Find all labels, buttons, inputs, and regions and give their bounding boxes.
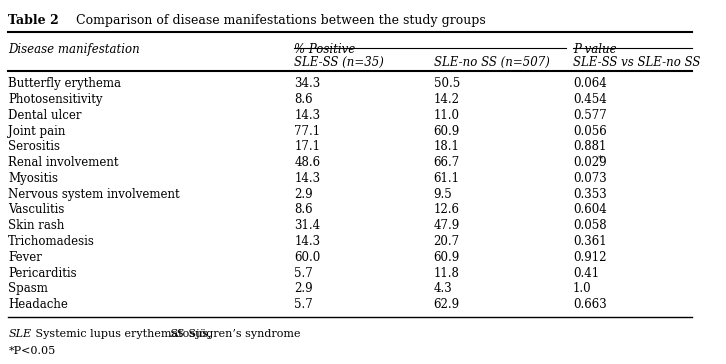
Text: Systemic lupus erythematosus,: Systemic lupus erythematosus, — [32, 329, 215, 339]
Text: 14.3: 14.3 — [294, 172, 320, 185]
Text: *: * — [597, 155, 603, 164]
Text: 60.9: 60.9 — [433, 251, 460, 264]
Text: Fever: Fever — [9, 251, 42, 264]
Text: Joint pain: Joint pain — [9, 124, 66, 138]
Text: 61.1: 61.1 — [433, 172, 460, 185]
Text: Myositis: Myositis — [9, 172, 58, 185]
Text: 20.7: 20.7 — [433, 235, 460, 248]
Text: 2.9: 2.9 — [294, 282, 313, 295]
Text: 0.361: 0.361 — [573, 235, 607, 248]
Text: 14.3: 14.3 — [294, 235, 320, 248]
Text: 0.912: 0.912 — [573, 251, 606, 264]
Text: 0.353: 0.353 — [573, 188, 607, 201]
Text: 1.0: 1.0 — [573, 282, 592, 295]
Text: 4.3: 4.3 — [433, 282, 452, 295]
Text: 5.7: 5.7 — [294, 298, 313, 311]
Text: Photosensitivity: Photosensitivity — [9, 93, 103, 106]
Text: 2.9: 2.9 — [294, 188, 313, 201]
Text: 60.0: 60.0 — [294, 251, 320, 264]
Text: SLE: SLE — [9, 329, 31, 339]
Text: 18.1: 18.1 — [433, 141, 460, 153]
Text: 0.064: 0.064 — [573, 77, 607, 90]
Text: % Positive: % Positive — [294, 43, 356, 56]
Text: 50.5: 50.5 — [433, 77, 460, 90]
Text: Pericarditis: Pericarditis — [9, 266, 77, 280]
Text: SLE-SS (n=35): SLE-SS (n=35) — [294, 56, 384, 69]
Text: 0.881: 0.881 — [573, 141, 606, 153]
Text: 0.604: 0.604 — [573, 203, 607, 217]
Text: SS: SS — [170, 329, 185, 339]
Text: Disease manifestation: Disease manifestation — [9, 43, 140, 56]
Text: SLE-SS vs SLE-no SS: SLE-SS vs SLE-no SS — [573, 56, 701, 69]
Text: Skin rash: Skin rash — [9, 219, 65, 232]
Text: P value: P value — [573, 43, 616, 56]
Text: Renal involvement: Renal involvement — [9, 156, 119, 169]
Text: 0.056: 0.056 — [573, 124, 607, 138]
Text: 34.3: 34.3 — [294, 77, 320, 90]
Text: 0.073: 0.073 — [573, 172, 607, 185]
Text: 66.7: 66.7 — [433, 156, 460, 169]
Text: 0.577: 0.577 — [573, 109, 607, 122]
Text: 48.6: 48.6 — [294, 156, 320, 169]
Text: Serositis: Serositis — [9, 141, 60, 153]
Text: 0.41: 0.41 — [573, 266, 599, 280]
Text: 60.9: 60.9 — [433, 124, 460, 138]
Text: Headache: Headache — [9, 298, 68, 311]
Text: 8.6: 8.6 — [294, 203, 313, 217]
Text: 11.0: 11.0 — [433, 109, 460, 122]
Text: 17.1: 17.1 — [294, 141, 320, 153]
Text: 14.3: 14.3 — [294, 109, 320, 122]
Text: 0.663: 0.663 — [573, 298, 607, 311]
Text: Table 2: Table 2 — [9, 14, 59, 27]
Text: 47.9: 47.9 — [433, 219, 460, 232]
Text: Comparison of disease manifestations between the study groups: Comparison of disease manifestations bet… — [68, 14, 486, 27]
Text: SLE-no SS (n=507): SLE-no SS (n=507) — [433, 56, 550, 69]
Text: 14.2: 14.2 — [433, 93, 460, 106]
Text: 77.1: 77.1 — [294, 124, 320, 138]
Text: Vasculitis: Vasculitis — [9, 203, 65, 217]
Text: 0.454: 0.454 — [573, 93, 607, 106]
Text: 11.8: 11.8 — [433, 266, 460, 280]
Text: Dental ulcer: Dental ulcer — [9, 109, 82, 122]
Text: Sjögren’s syndrome: Sjögren’s syndrome — [185, 329, 301, 339]
Text: Spasm: Spasm — [9, 282, 48, 295]
Text: Butterfly erythema: Butterfly erythema — [9, 77, 121, 90]
Text: 9.5: 9.5 — [433, 188, 452, 201]
Text: 31.4: 31.4 — [294, 219, 320, 232]
Text: Nervous system involvement: Nervous system involvement — [9, 188, 180, 201]
Text: Trichomadesis: Trichomadesis — [9, 235, 95, 248]
Text: 5.7: 5.7 — [294, 266, 313, 280]
Text: 12.6: 12.6 — [433, 203, 460, 217]
Text: 8.6: 8.6 — [294, 93, 313, 106]
Text: 0.029: 0.029 — [573, 156, 607, 169]
Text: 0.058: 0.058 — [573, 219, 607, 232]
Text: 62.9: 62.9 — [433, 298, 460, 311]
Text: *P<0.05: *P<0.05 — [9, 347, 56, 356]
